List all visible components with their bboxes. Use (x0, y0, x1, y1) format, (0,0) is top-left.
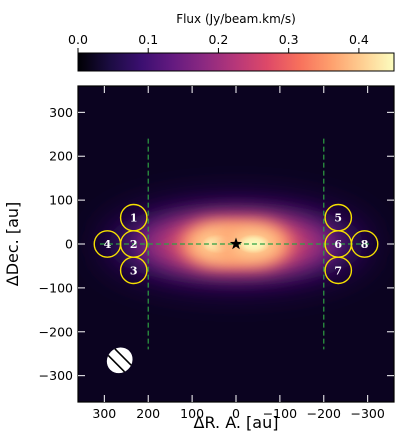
colorbar-tick-label: 0.4 (349, 32, 369, 47)
y-axis-title: ΔDec. [au] (3, 202, 22, 287)
colorbar-tick-label: 0.1 (138, 32, 158, 47)
y-tick-label: −100 (39, 280, 73, 295)
colorbar-tick-label: 0.2 (208, 32, 228, 47)
y-tick-label: 300 (49, 105, 73, 120)
colorbar-bar (77, 52, 395, 72)
aperture-label: 1 (130, 212, 138, 225)
x-axis-title: ΔR. A. [au] (194, 413, 279, 432)
aperture-label: 3 (130, 264, 138, 277)
beam-hatch (114, 348, 132, 366)
star-marker (229, 237, 243, 250)
aperture-3 (119, 256, 148, 285)
colorbar-tick-label: 0.0 (68, 32, 88, 47)
x-tick-label: 100 (180, 406, 204, 421)
y-ticks: 300 200 100 0 −100 −200 −300 (39, 105, 394, 383)
x-tick-label: −200 (307, 406, 341, 421)
aperture-7 (324, 256, 353, 285)
plot-area: 1 2 3 4 5 6 7 8 300 200 100 0 −100 −200 −300 300 200 10… (39, 85, 395, 421)
aperture-label: 2 (130, 238, 138, 251)
aperture-label: 7 (334, 264, 342, 277)
beam-ellipse (106, 347, 133, 374)
aperture-label: 8 (361, 238, 369, 251)
aperture-4 (93, 230, 122, 258)
colorbar-label: Flux (Jy/beam.km/s) (176, 12, 296, 26)
y-tick-label: 200 (49, 149, 73, 164)
colorbar-ticks: 0.0 0.1 0.2 0.3 0.4 (68, 32, 369, 53)
beam (106, 347, 133, 374)
colorbar: Flux (Jy/beam.km/s) 0.0 0.1 0.2 0.3 0.4 (68, 12, 395, 72)
y-tick-label: 0 (65, 237, 73, 252)
y-tick-label: −200 (39, 324, 73, 339)
y-tick-label: 100 (49, 193, 73, 208)
aperture-label: 5 (334, 212, 342, 225)
x-tick-label: 300 (92, 406, 116, 421)
aperture-label: 4 (104, 238, 112, 251)
x-tick-label: 0 (232, 406, 240, 421)
y-tick-label: −300 (39, 368, 73, 383)
overlays: 1 2 3 4 5 6 7 8 (93, 138, 379, 374)
aperture-8 (350, 230, 379, 258)
beam-hatch (107, 354, 126, 373)
x-ticks: 300 200 100 0 −100 −200 −300 (92, 86, 385, 421)
colorbar-tick-label: 0.3 (279, 32, 299, 47)
x-tick-label: −300 (350, 406, 384, 421)
x-tick-label: 200 (136, 406, 160, 421)
aperture-label: 6 (334, 238, 342, 251)
x-tick-label: −100 (263, 406, 297, 421)
